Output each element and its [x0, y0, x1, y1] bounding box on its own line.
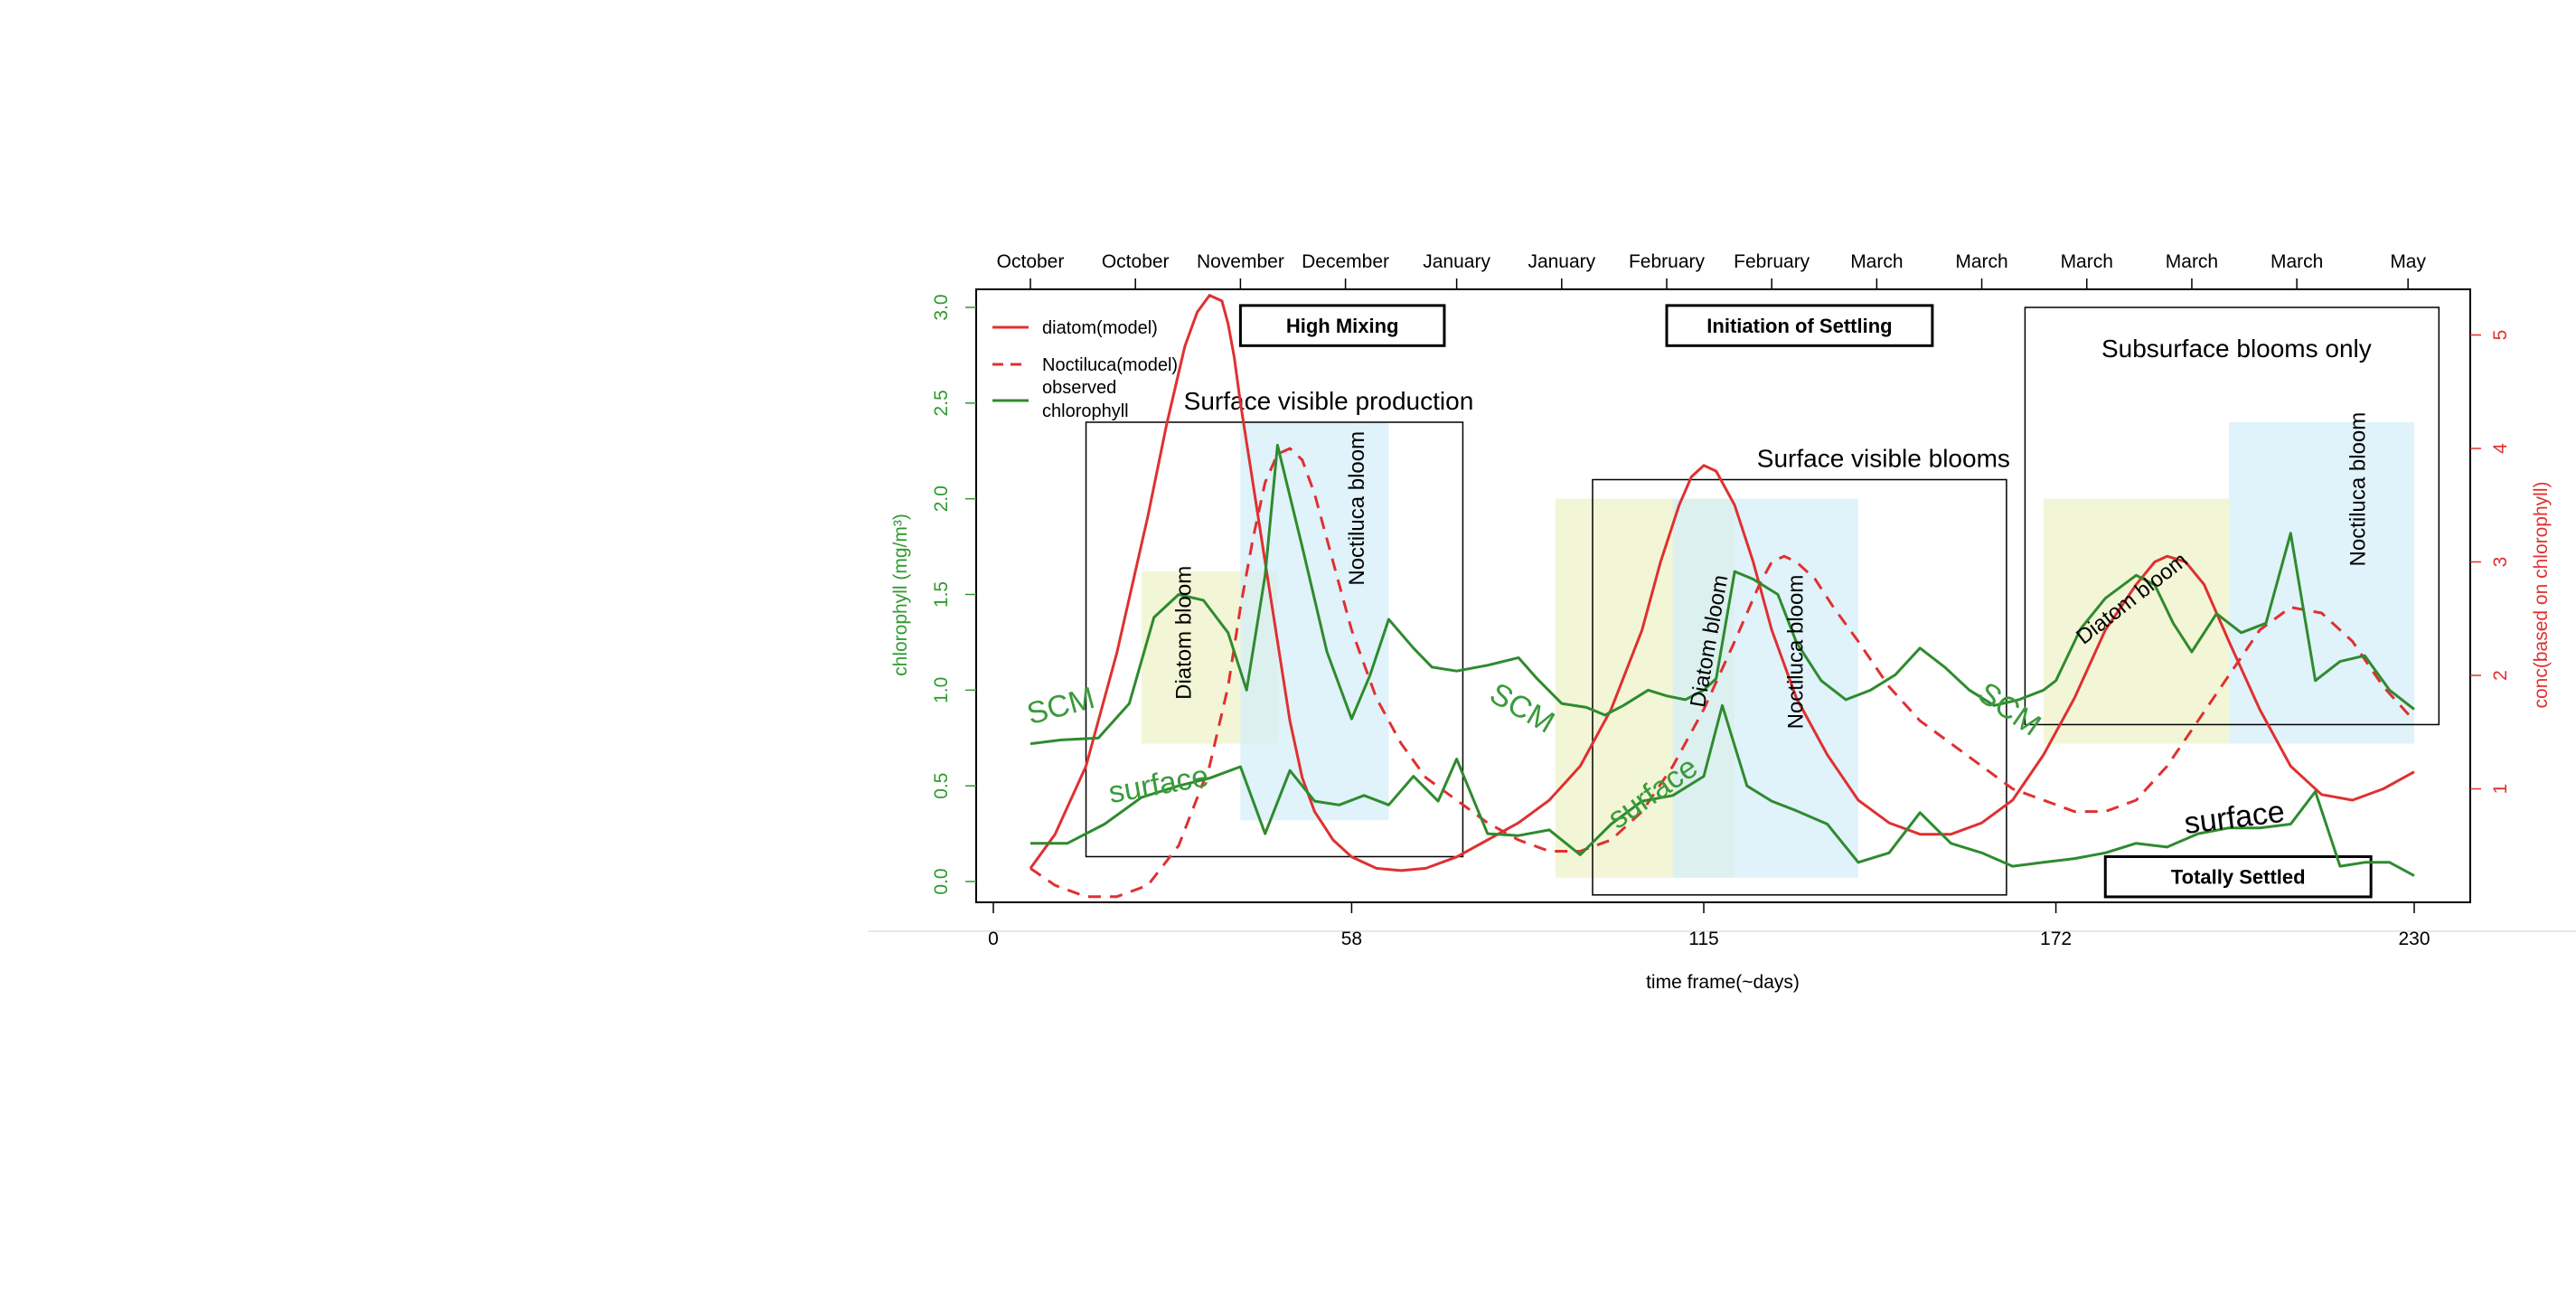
green-annotation-0: SCM: [1023, 681, 1098, 731]
series-line-0: [1029, 294, 2415, 872]
green-annotation-4: SCM: [1971, 675, 2047, 742]
yr-tick-label-1: 2: [2490, 670, 2511, 681]
x-tick-label-1: 58: [1341, 929, 1362, 949]
yr-tick-label-3: 4: [2490, 443, 2511, 454]
top-month-label-5: January: [1528, 251, 1595, 272]
x-axis-title: time frame(~days): [1646, 972, 1800, 993]
x-tick-label-4: 230: [2398, 929, 2430, 949]
top-month-label-13: May: [2390, 251, 2426, 272]
annotation-boxes: Surface visible production Surface visibl…: [1085, 304, 2440, 899]
shaded-regions: [1142, 422, 2414, 878]
header-box-label-2: Totally Settled: [2171, 866, 2306, 889]
series-line-2: [1029, 443, 2415, 746]
yr-tick-label-2: 3: [2490, 557, 2511, 568]
header-box-2: [2103, 854, 2373, 899]
header-box-label-0: High Mixing: [1286, 315, 1399, 337]
bloom-label-5: Noctiluca bloom: [2346, 412, 2370, 567]
x-tick-label-0: 0: [988, 929, 999, 949]
series-line-3: [1030, 703, 2415, 877]
header-box-label-1: Initiation of Settling: [1706, 315, 1892, 337]
yr-tick-label-0: 1: [2490, 784, 2511, 795]
region-label-0: Surface visible production: [1184, 387, 1474, 415]
top-month-label-2: November: [1197, 251, 1284, 272]
top-month-label-12: March: [2270, 251, 2323, 272]
region-box-2: [2024, 306, 2440, 726]
series-line-1: [1029, 447, 2416, 899]
top-month-label-6: February: [1629, 251, 1706, 272]
series-lines: [1029, 294, 2416, 899]
legend: diatom(model) Noctiluca(model) observed ch…: [992, 318, 1178, 421]
yl-tick-label-6: 3.0: [931, 294, 952, 320]
region-label-2: Subsurface blooms only: [2101, 335, 2372, 363]
green-annotation-2: SCM: [1484, 676, 1560, 740]
bloom-label-0: Diatom bloom: [1172, 566, 1197, 700]
yr-tick-label-4: 5: [2490, 330, 2511, 341]
yl-tick-label-4: 2.0: [931, 486, 952, 512]
shaded-region-5: [2228, 422, 2414, 744]
x-tick-label-3: 172: [2040, 929, 2072, 949]
bloom-label-3: Noctiluca bloom: [1783, 575, 1808, 730]
region-box-1: [1592, 478, 2007, 896]
yl-tick-label-2: 1.0: [931, 677, 952, 703]
legend-label-2-line2: chlorophyll: [1042, 401, 1129, 421]
legend-label-1: Noctiluca(model): [1042, 355, 1178, 375]
yl-tick-label-3: 1.5: [931, 581, 952, 608]
region-label-1: Surface visible blooms: [1757, 445, 2010, 473]
x-tick-label-2: 115: [1688, 929, 1718, 949]
top-month-label-3: December: [1302, 251, 1389, 272]
yl-tick-label-5: 2.5: [931, 390, 952, 416]
top-month-label-0: October: [997, 251, 1065, 272]
axes: 0 58 115 172 230 time frame(~days) October Octo…: [868, 251, 2576, 993]
shaded-region-4: [2043, 498, 2229, 744]
top-month-label-8: March: [1850, 251, 1903, 272]
black-annotation-0: surface: [2182, 795, 2286, 841]
legend-label-2-line1: observed: [1042, 378, 1116, 398]
y-left-axis-title: chlorophyll (mg/m³): [890, 514, 911, 676]
top-month-label-10: March: [2061, 251, 2113, 272]
yl-tick-label-1: 0.5: [931, 773, 952, 799]
top-month-label-11: March: [2166, 251, 2218, 272]
region-box-0: [1085, 421, 1464, 858]
header-box-0: [1238, 304, 1446, 347]
y-right-axis-title: conc(based on chlorophyll): [2531, 482, 2552, 709]
legend-label-0: diatom(model): [1042, 318, 1158, 338]
shaded-region-3: [1672, 498, 1858, 878]
top-month-label-4: January: [1423, 251, 1490, 272]
top-month-label-7: February: [1734, 251, 1810, 272]
bloom-label-1: Noctiluca bloom: [1345, 431, 1369, 586]
top-month-label-1: October: [1102, 251, 1170, 272]
yl-tick-label-0: 0.0: [931, 868, 952, 894]
header-box-1: [1665, 304, 1934, 347]
top-month-label-9: March: [1955, 251, 2007, 272]
plot-frame: [975, 288, 2471, 903]
